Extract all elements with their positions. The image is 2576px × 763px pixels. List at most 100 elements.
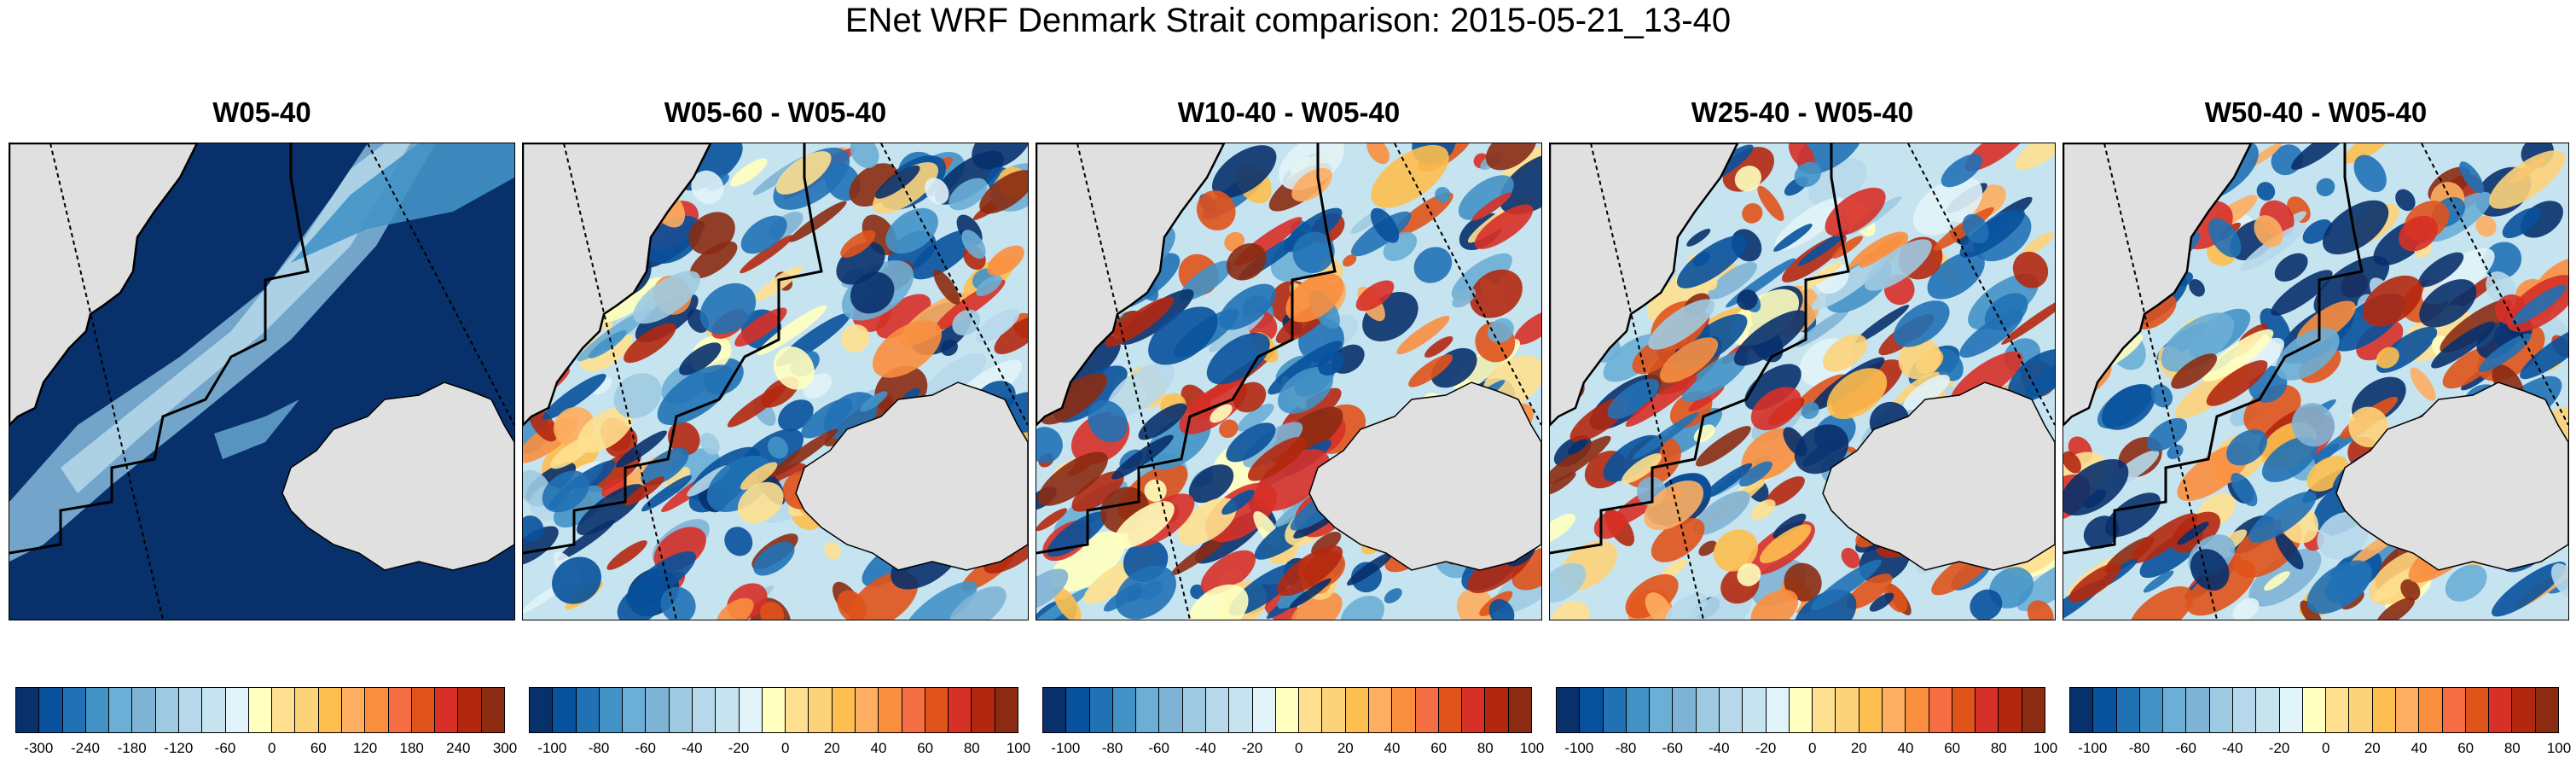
colorbar-segment (318, 688, 342, 732)
colorbar-segment (1557, 688, 1581, 732)
field-blob (2317, 511, 2369, 560)
field-blob (2475, 215, 2497, 237)
colorbar-segment (1882, 688, 1906, 732)
field-blob (2492, 562, 2567, 617)
field-blob (1750, 499, 1776, 521)
colorbar-segment (1345, 688, 1369, 732)
field-blob (837, 590, 867, 620)
colorbar-segment (2465, 688, 2490, 732)
colorbar-segment (1719, 688, 1743, 732)
field-blob (1854, 305, 1910, 344)
colorbar-tick-label: 60 (1944, 740, 1961, 756)
colorbar-tick-label: 60 (917, 740, 934, 756)
colorbar-tick-label: 60 (2457, 740, 2474, 756)
colorbar-segment (272, 688, 296, 732)
field-blob (1676, 235, 1747, 288)
colorbar (1556, 687, 2045, 733)
field-blob (657, 364, 734, 426)
field-blob (542, 373, 606, 420)
field-blob (2478, 333, 2532, 373)
field-blob (1071, 470, 1124, 512)
field-blob (1474, 204, 1534, 249)
colorbar-tick-label: -240 (70, 740, 101, 756)
field-blob (789, 201, 847, 242)
field-blob (1831, 236, 1864, 259)
field-blob (1708, 262, 1757, 300)
colorbar-segment (62, 688, 86, 732)
colorbar-segment (2489, 688, 2513, 732)
field-blob (604, 277, 664, 322)
colorbar-segment (809, 688, 833, 732)
field-blob (1713, 529, 1759, 572)
colorbar-segment (411, 688, 436, 732)
colorbar-tick-label: -40 (2222, 740, 2243, 756)
field-blob (1190, 584, 1205, 600)
map-plot (522, 143, 1029, 620)
field-blob (1247, 436, 1307, 481)
colorbar-tick-label: -100 (1051, 740, 1081, 756)
colorbar-tick-label: -300 (24, 740, 54, 756)
field-blob (1869, 592, 1894, 612)
field-blob (2146, 417, 2188, 451)
colorbar-tick-label: -100 (537, 740, 567, 756)
meridian-line (1076, 143, 1191, 620)
field-blob (1488, 317, 1514, 343)
field-blob (872, 320, 943, 378)
field-blob (1625, 375, 1697, 427)
field-blob (1514, 310, 1541, 345)
field-blob (1211, 145, 1277, 198)
field-blob (904, 581, 978, 620)
colorbar-tick-label: 20 (1337, 740, 1354, 756)
field-blob (949, 586, 1007, 620)
field-blob (1047, 511, 1107, 557)
field-blob (1739, 461, 1772, 487)
meridian-line (1907, 143, 2055, 426)
field-blob (1148, 306, 1218, 365)
field-blob (588, 330, 627, 358)
field-blob (1451, 253, 1513, 300)
field-blob (1550, 562, 1587, 603)
field-blob (625, 550, 696, 604)
field-blob (769, 428, 838, 478)
colorbar-segment (1999, 688, 2022, 732)
field-blob (753, 541, 795, 576)
colorbar-segment (646, 688, 670, 732)
colorbar-segment (762, 688, 786, 732)
field-blob (1550, 435, 1611, 487)
field-blob (624, 476, 665, 506)
field-blob (1053, 586, 1082, 620)
field-blob (2063, 458, 2129, 516)
iceland-landmass (1822, 382, 2055, 571)
field-blob (1366, 143, 1390, 165)
colorbar-segment (1275, 688, 1300, 732)
colorbar-segment (2232, 688, 2257, 732)
colorbar-segment (1368, 688, 1393, 732)
panel-title: W05-60 - W05-40 (664, 96, 887, 128)
field-blob (1206, 332, 1270, 385)
map-plot (9, 143, 515, 620)
field-blob (1188, 464, 1234, 504)
colorbar-segment (949, 688, 972, 732)
colorbar-tick-label: 0 (267, 740, 276, 756)
field-blob (923, 352, 987, 402)
colorbar-tick-label: 20 (2364, 740, 2381, 756)
meridian-line (2421, 143, 2568, 426)
field-blob (885, 207, 938, 254)
field-blob (1219, 283, 1276, 330)
field-blob (924, 178, 949, 205)
field-blob (1750, 387, 1801, 431)
field-blob (1744, 364, 1801, 411)
field-blob (1665, 592, 1708, 620)
field-blob (1884, 585, 1908, 613)
colorbar-tick-label: 0 (1807, 740, 1817, 756)
field-blob (2226, 429, 2268, 466)
field-blob (2395, 189, 2416, 212)
field-blob (2445, 564, 2487, 602)
panel-title: W25-40 - W05-40 (1691, 96, 1914, 128)
colorbar-tick-label: 240 (446, 740, 471, 756)
colorbar-tick-label: -20 (1755, 740, 1777, 756)
colorbar-segment (1438, 688, 1463, 732)
field-blob (2306, 560, 2373, 614)
field-blob (1661, 558, 1688, 580)
colorbar-segment (1112, 688, 1137, 732)
